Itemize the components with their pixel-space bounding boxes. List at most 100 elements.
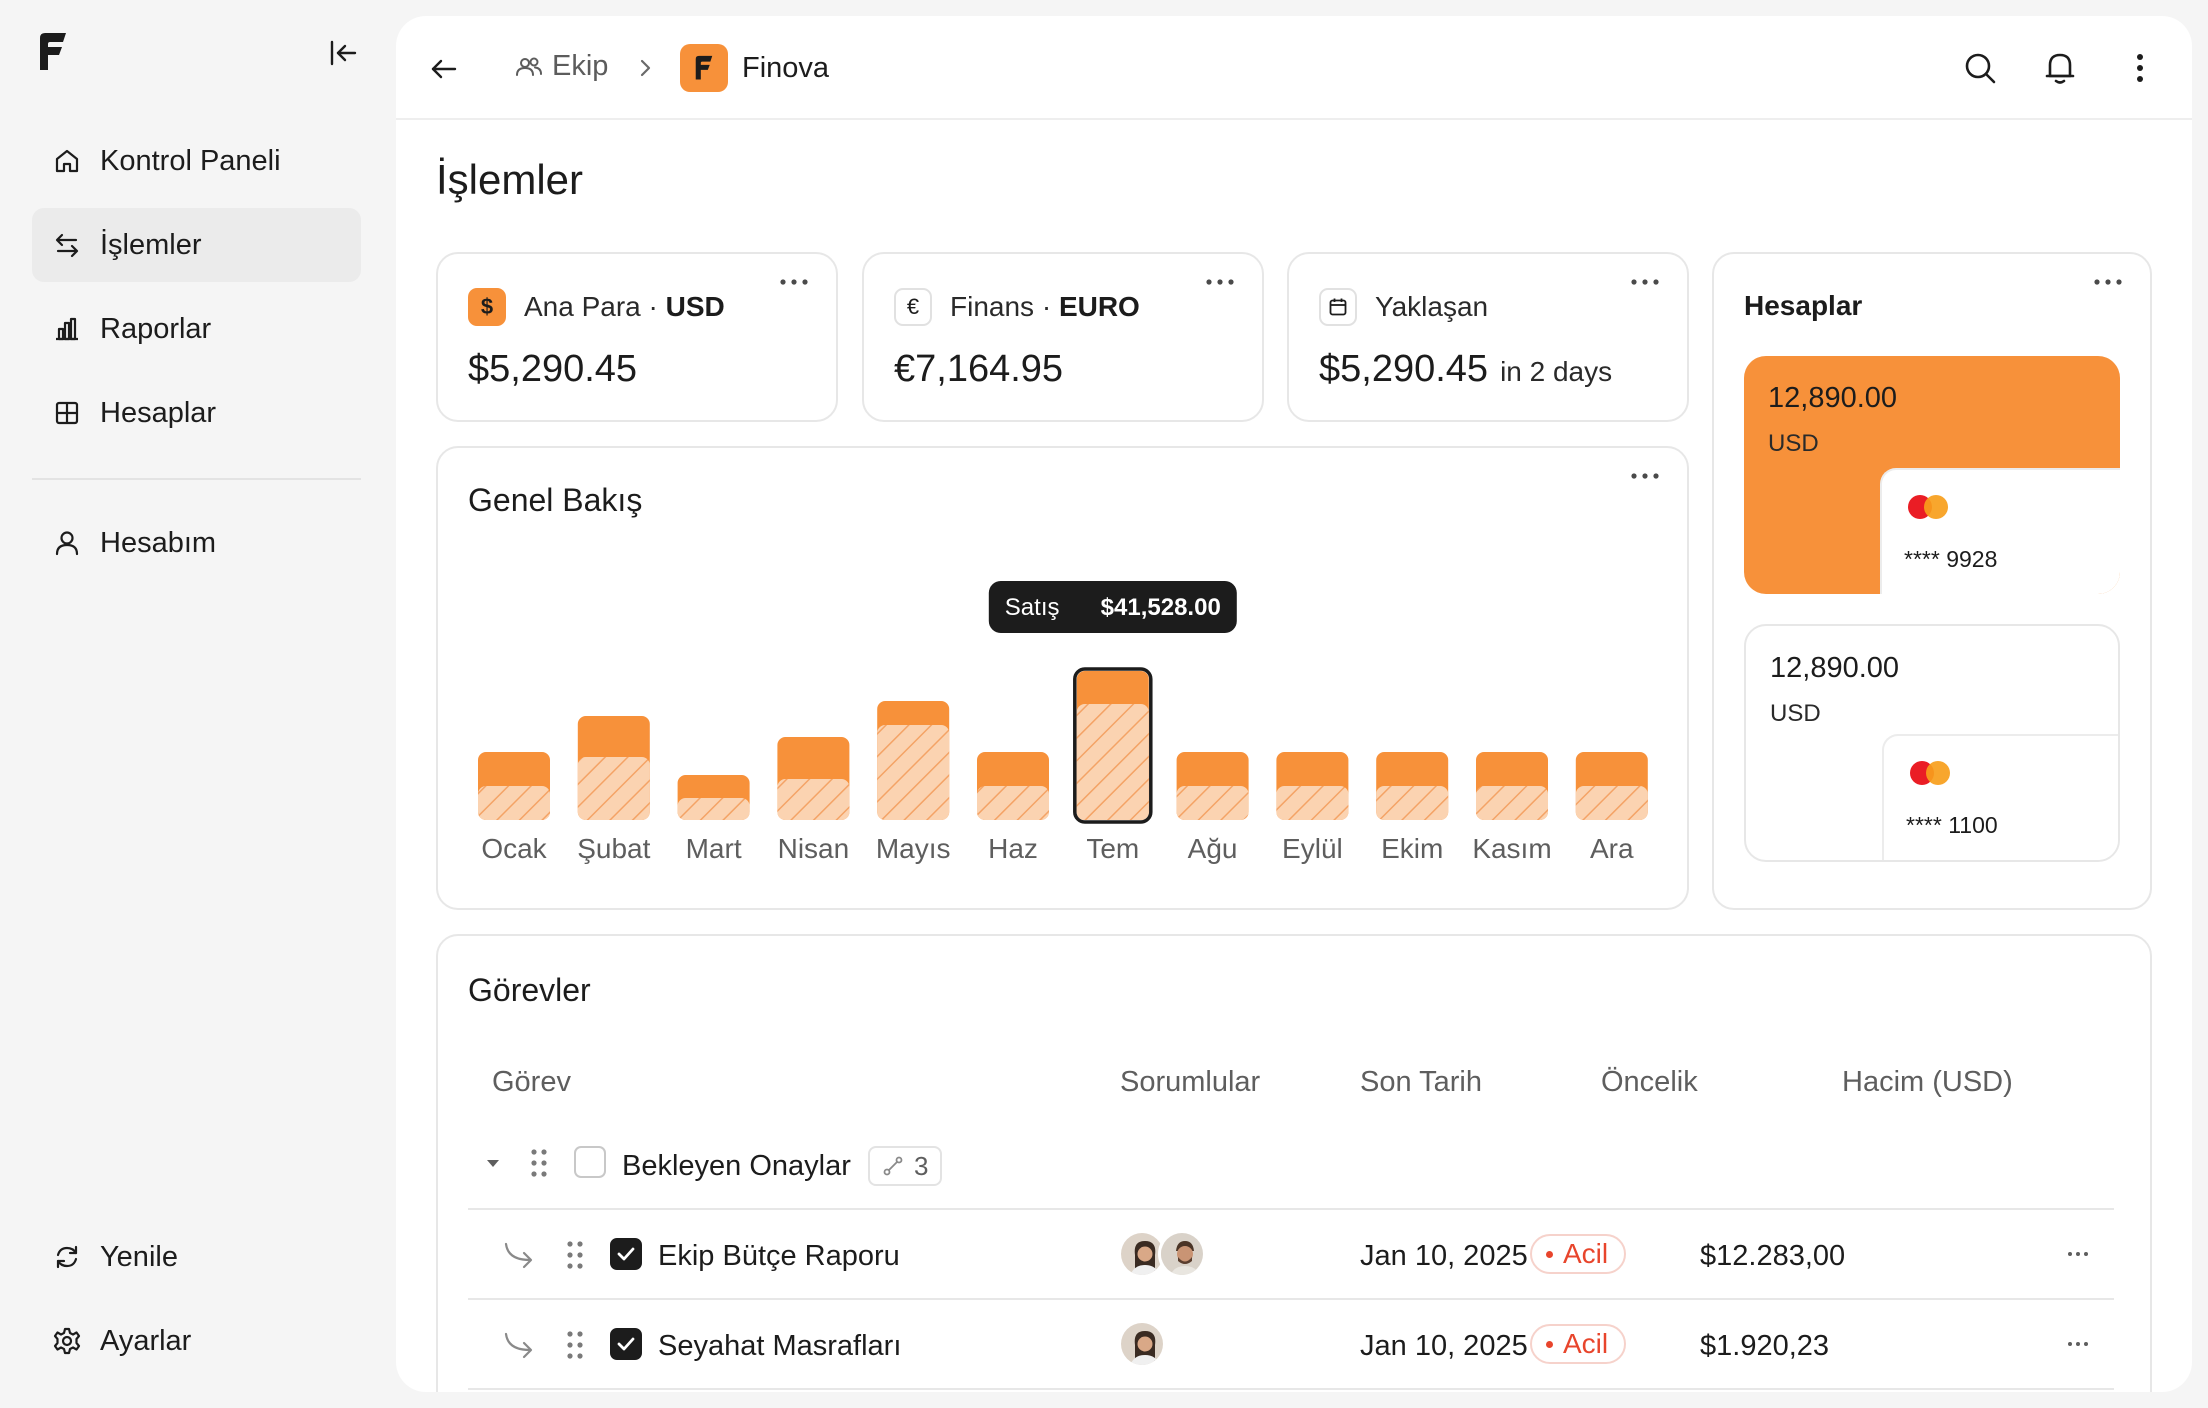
sidebar-item-label: Hesaplar [100,396,217,429]
stat-card-name: Finans [950,291,1035,322]
more-horizontal-icon[interactable] [2066,1340,2090,1348]
sidebar-bottom: Yenile Ayarlar [32,1220,361,1388]
more-horizontal-icon[interactable] [1204,276,1236,288]
task-amount: $1.920,23 [1700,1329,1830,1362]
x-tick-label: Kasım [1472,833,1551,864]
x-tick-label: Mart [686,833,742,864]
chart-bar-5[interactable] [877,701,950,820]
sidebar-item-label: Raporlar [100,312,212,345]
priority-dot [1546,1340,1553,1348]
table-row[interactable]: Ekip Bütçe Raporu Jan 10, 2025 Acil $12.… [468,1210,2114,1300]
x-tick-label: Ocak [481,833,547,864]
drag-handle-icon[interactable] [564,1328,586,1362]
overview-chart-card: Genel Bakış Ocak Şubat Mart Nisan Mayıs Haz Te… [436,446,1689,910]
search-icon[interactable] [1958,46,2002,90]
breadcrumb-app[interactable]: Finova [680,44,829,92]
priority-badge[interactable]: Acil [1530,1234,1627,1274]
stat-card-main-usd[interactable]: $ Ana Para · USD $5,290.45 [436,252,838,422]
refresh-icon [56,1245,78,1269]
sidebar-item-refresh[interactable]: Yenile [32,1220,361,1294]
stat-card-finance-euro[interactable]: € Finans · EURO €7,164.95 [862,252,1264,422]
more-horizontal-icon[interactable] [2092,276,2124,288]
chart-bar-6[interactable] [977,752,1049,820]
stat-card-name: Ana Para [524,291,641,322]
stat-card-name: Yaklaşan [1375,291,1489,322]
chart-bar-12[interactable] [1575,752,1648,820]
main-panel: Ekip Finova İşlemler $ Ana Par [396,16,2192,1392]
x-tick-label: Haz [988,833,1038,864]
finova-logo[interactable] [36,30,70,74]
caret-down-icon[interactable] [482,1152,504,1174]
chart-bar-3[interactable] [677,775,750,820]
bar-hatched-portion [777,779,850,820]
chart-bar-4[interactable] [777,737,850,820]
bar-hatched-portion [977,786,1049,820]
bar-hatched-portion [1276,786,1349,820]
column-header-task[interactable]: Görev [492,1066,571,1098]
group-checkbox[interactable] [574,1146,606,1178]
more-horizontal-icon[interactable] [778,276,810,288]
column-header-due-date[interactable]: Son Tarih [1360,1066,1482,1098]
account-card[interactable]: 12,890.00 USD **** 9928 [1744,356,2120,594]
sidebar-item-transactions[interactable]: İşlemler [32,208,361,282]
x-tick-label: Ekim [1381,833,1443,864]
task-checkbox[interactable] [610,1328,642,1360]
bell-icon[interactable] [2038,46,2082,90]
finova-app-icon [680,44,728,92]
sidebar-item-reports[interactable]: Raporlar [32,292,361,366]
sidebar-item-dashboard[interactable]: Kontrol Paneli [32,124,361,198]
account-card-detail: **** 1100 [1882,734,2118,860]
stat-card-upcoming[interactable]: Yaklaşan $5,290.45 in 2 days [1287,252,1689,422]
page-title: İşlemler [436,156,584,203]
chart-bar-11[interactable] [1476,752,1548,820]
collapse-sidebar-icon[interactable] [326,36,360,70]
account-card-number: **** 9928 [1904,546,1998,572]
account-currency: USD [1768,430,1819,457]
column-header-volume[interactable]: Hacim (USD) [1842,1066,2013,1098]
stat-card-amount: €7,164.95 [894,348,1064,390]
sidebar-divider [32,478,361,480]
priority-badge[interactable]: Acil [1530,1324,1627,1364]
sidebar-item-profile[interactable]: Hesabım [32,506,361,580]
account-card[interactable]: 12,890.00 USD **** 1100 [1744,624,2120,862]
more-horizontal-icon[interactable] [2066,1250,2090,1258]
chart-bar-9[interactable] [1276,752,1349,820]
bar-hatched-portion [1476,786,1548,820]
chart-bar-1[interactable] [478,752,550,820]
euro-icon: € [894,288,932,326]
x-tick-label: Şubat [577,833,650,864]
drag-handle-icon[interactable] [528,1146,550,1180]
sidebar-item-label: Kontrol Paneli [100,144,281,177]
account-card-number: **** 1100 [1906,812,1998,838]
task-group-row: Bekleyen Onaylar 3 [468,1122,2114,1210]
column-header-assignees[interactable]: Sorumlular [1120,1066,1261,1098]
more-horizontal-icon[interactable] [1629,470,1661,482]
breadcrumb-team[interactable]: Ekip [514,50,608,83]
chart-bar-2[interactable] [577,716,650,820]
account-balance: 12,890.00 [1768,382,1898,414]
bar-hatched-portion [1076,704,1149,820]
chart-bar-10[interactable] [1376,752,1449,820]
stat-card-separator: · [640,291,666,322]
drag-handle-icon[interactable] [564,1238,586,1272]
task-checkbox[interactable] [610,1238,642,1270]
avatar [1158,1230,1206,1278]
more-vertical-icon[interactable] [2118,46,2162,90]
user-icon [55,531,79,556]
table-row[interactable]: Seyahat Masrafları Jan 10, 2025 Acil $1.… [468,1300,2114,1390]
chart-bar-7[interactable] [1073,667,1153,824]
sidebar-item-settings[interactable]: Ayarlar [32,1304,361,1378]
back-arrow-icon[interactable] [428,53,460,85]
x-tick-label: Eylül [1282,833,1343,864]
sidebar-item-label: Ayarlar [100,1324,192,1357]
chart-bar-8[interactable] [1176,752,1249,820]
assignees[interactable] [1118,1230,1206,1278]
subtask-arrow-icon [502,1240,536,1270]
subtask-count-badge[interactable]: 3 [868,1146,943,1186]
gear-icon [53,1327,81,1355]
more-horizontal-icon[interactable] [1629,276,1661,288]
sidebar-item-accounts[interactable]: Hesaplar [32,376,361,450]
assignees[interactable] [1118,1320,1166,1368]
column-header-priority[interactable]: Öncelik [1601,1066,1698,1098]
group-name: Bekleyen Onaylar [622,1149,851,1182]
